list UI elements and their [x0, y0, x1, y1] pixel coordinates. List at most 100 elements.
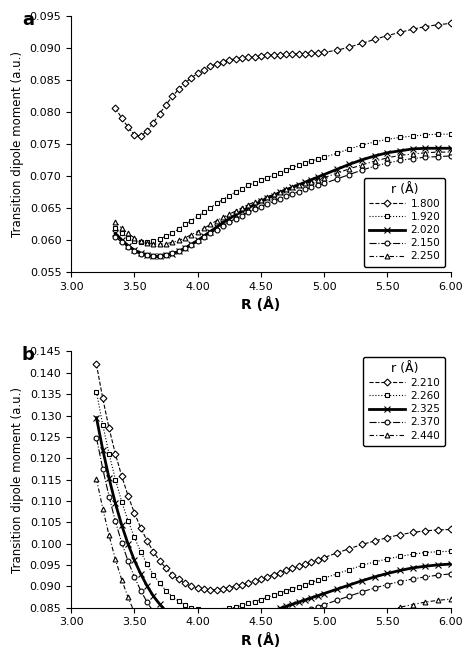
- 2.250: [384, 154, 390, 162]
- 2.260: [359, 561, 365, 569]
- 2.150: [220, 222, 226, 230]
- 2.370: [321, 600, 327, 608]
- 2.370: [372, 584, 377, 592]
- 2.210: [252, 577, 257, 585]
- 1.920: [296, 161, 301, 169]
- 2.210: [346, 545, 352, 553]
- 2.440: [277, 643, 283, 650]
- 2.020: [233, 211, 238, 219]
- 1.920: [170, 229, 175, 237]
- 2.250: [302, 179, 308, 187]
- 1.920: [422, 131, 428, 139]
- 1.800: [220, 58, 226, 66]
- 2.440: [112, 556, 118, 563]
- 1.920: [195, 212, 201, 220]
- 2.325: [163, 607, 169, 615]
- 2.260: [233, 603, 238, 611]
- 2.150: [410, 155, 416, 163]
- 2.020: [208, 227, 213, 235]
- 2.370: [125, 557, 131, 565]
- 2.325: [112, 500, 118, 507]
- Legend: 2.210, 2.260, 2.325, 2.370, 2.440: 2.210, 2.260, 2.325, 2.370, 2.440: [364, 357, 446, 445]
- 2.020: [277, 188, 283, 196]
- 2.325: [201, 625, 207, 633]
- 2.325: [277, 604, 283, 612]
- 1.920: [334, 150, 339, 158]
- 2.150: [189, 241, 194, 249]
- Line: 2.440: 2.440: [94, 476, 453, 659]
- 2.250: [138, 237, 144, 245]
- 1.920: [125, 234, 131, 242]
- 2.370: [201, 637, 207, 645]
- 2.260: [422, 548, 428, 556]
- 2.210: [290, 564, 295, 572]
- 2.150: [138, 250, 144, 258]
- 2.150: [125, 243, 131, 251]
- 2.440: [397, 603, 403, 611]
- 2.325: [410, 564, 416, 572]
- 1.800: [195, 69, 201, 77]
- 2.440: [448, 595, 454, 603]
- 2.260: [125, 517, 131, 525]
- 2.325: [220, 623, 226, 631]
- 2.325: [106, 474, 112, 482]
- 2.260: [384, 555, 390, 563]
- Line: 2.260: 2.260: [94, 389, 453, 613]
- 1.800: [246, 53, 251, 61]
- 2.250: [410, 150, 416, 158]
- 1.800: [201, 65, 207, 73]
- 2.250: [315, 176, 320, 184]
- 2.150: [302, 185, 308, 193]
- 2.440: [157, 648, 163, 656]
- 1.800: [170, 92, 175, 100]
- 2.260: [246, 600, 251, 608]
- 2.260: [170, 592, 175, 600]
- 2.150: [252, 205, 257, 213]
- 2.150: [233, 215, 238, 223]
- 2.150: [309, 183, 314, 191]
- 1.920: [321, 154, 327, 161]
- 1.800: [271, 51, 276, 59]
- 2.250: [189, 231, 194, 239]
- 2.150: [435, 153, 441, 161]
- 1.920: [309, 157, 314, 165]
- 2.370: [195, 637, 201, 645]
- 2.325: [334, 585, 339, 593]
- 1.800: [410, 25, 416, 33]
- 2.370: [346, 592, 352, 600]
- 2.210: [384, 534, 390, 542]
- 1.800: [227, 56, 232, 64]
- 1.800: [214, 60, 219, 68]
- 2.325: [151, 592, 156, 600]
- 2.325: [208, 625, 213, 633]
- 2.260: [296, 583, 301, 590]
- 2.370: [246, 627, 251, 635]
- 2.440: [315, 629, 320, 637]
- 2.150: [131, 246, 137, 254]
- 2.020: [125, 242, 131, 250]
- 2.325: [359, 577, 365, 585]
- 1.920: [138, 239, 144, 246]
- Line: 1.920: 1.920: [113, 132, 453, 245]
- 2.210: [170, 571, 175, 579]
- 1.800: [239, 54, 245, 62]
- 2.325: [290, 600, 295, 608]
- 2.210: [176, 575, 182, 583]
- 2.370: [138, 587, 144, 594]
- 2.250: [422, 149, 428, 157]
- 2.260: [309, 579, 314, 587]
- 2.260: [144, 560, 150, 568]
- 2.325: [296, 598, 301, 606]
- 2.325: [435, 561, 441, 569]
- 1.800: [397, 28, 403, 36]
- 2.440: [346, 619, 352, 627]
- 1.920: [435, 130, 441, 138]
- 2.325: [397, 567, 403, 575]
- 2.260: [227, 604, 232, 612]
- 2.210: [321, 554, 327, 561]
- 1.920: [182, 221, 188, 229]
- 2.440: [93, 474, 99, 482]
- 2.260: [151, 571, 156, 579]
- 1.800: [277, 51, 283, 59]
- 2.250: [264, 193, 270, 201]
